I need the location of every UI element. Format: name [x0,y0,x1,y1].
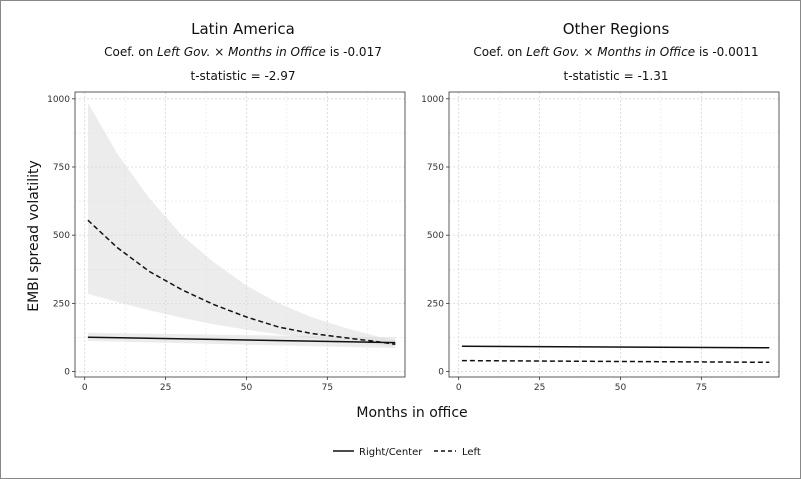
legend-label: Right/Center [359,447,423,458]
y-tick-label: 1000 [421,95,444,105]
coef-suffix: is -0.017 [326,45,382,59]
coef-suffix: is -0.0011 [695,45,759,59]
y-tick-label: 750 [53,163,70,173]
plot-background [449,92,779,377]
panel-title: Other Regions [563,20,670,38]
legend: Right/Center Left [333,447,481,458]
x-tick-label: 75 [322,383,333,393]
confidence-band [87,102,396,347]
x-tick-label: 25 [534,383,545,393]
x-tick-label: 50 [241,383,253,393]
coef-term: Left Gov. × Months in Office [157,45,326,59]
coef-prefix: Coef. on [473,45,526,59]
x-tick-label: 25 [160,383,171,393]
y-tick-label: 750 [427,163,444,173]
x-tick-label: 0 [456,383,462,393]
series-line-left [87,219,396,346]
legend-label: Left [462,447,481,458]
coef-text: Coef. on Left Gov. × Months in Office is… [104,45,382,59]
x-tick-label: 50 [615,383,627,393]
y-tick-label: 0 [438,368,444,378]
coef-prefix: Coef. on [104,45,157,59]
x-tick-label: 75 [696,383,707,393]
series-line-left [461,359,770,364]
plot-border [74,91,406,378]
x-tick-label: 0 [82,383,88,393]
coef-term: Left Gov. × Months in Office [526,45,695,59]
y-tick-label: 500 [53,231,70,241]
coef-text: Coef. on Left Gov. × Months in Office is… [473,45,758,59]
y-tick-label: 1000 [47,95,70,105]
y-tick-label: 500 [427,231,444,241]
panel-title: Latin America [191,20,295,38]
y-tick-label: 0 [64,368,70,378]
t-statistic: t-statistic = -2.97 [190,69,295,83]
x-axis-label: Months in office [356,405,467,421]
y-tick-label: 250 [427,299,444,309]
plot-border [448,91,780,378]
t-statistic: t-statistic = -1.31 [563,69,668,83]
y-axis-label: EMBI spread volatility [26,160,42,312]
series-line-right-center [87,336,396,344]
series-line-right-center [461,345,770,349]
y-tick-label: 250 [53,299,70,309]
